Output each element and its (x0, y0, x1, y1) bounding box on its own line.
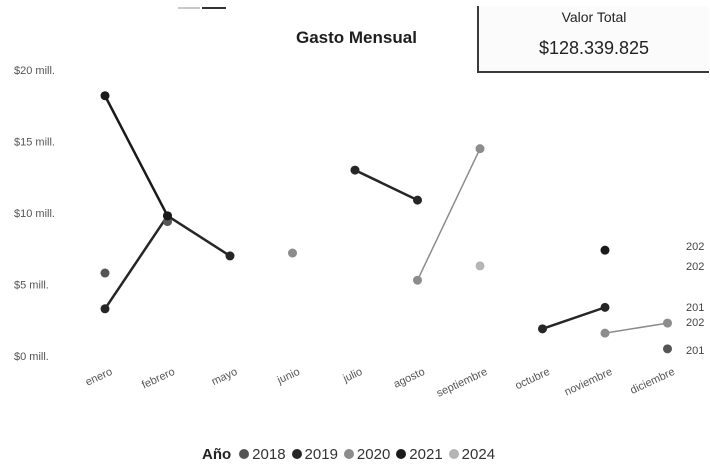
series-line-2019 (166, 214, 232, 258)
series-line-2020 (604, 322, 669, 334)
data-point-2021 (163, 211, 172, 221)
legend-item-2024[interactable]: 2024 (448, 445, 496, 463)
data-point-2021 (600, 245, 610, 255)
data-point-2021 (100, 91, 110, 101)
data-point-2018 (663, 344, 672, 354)
chart-title: Gasto Mensual (296, 28, 417, 47)
data-point-2019 (600, 302, 610, 312)
x-tick-label: mayo (210, 366, 239, 388)
data-point-2020 (600, 328, 610, 338)
tab-indicator[interactable] (178, 7, 226, 10)
legend-title: Año (202, 445, 232, 463)
legend-label: 2019 (304, 445, 338, 463)
legend-dot (343, 449, 354, 459)
legend-items: 2018 2019 2020 2021 2024 (239, 446, 501, 463)
data-point-2020 (475, 144, 485, 154)
data-point-2020 (413, 275, 422, 285)
x-tick-label: octubre (513, 366, 551, 392)
legend-dot (291, 449, 302, 459)
legend-dot (396, 449, 407, 459)
legend-item-2020[interactable]: 2020 (343, 445, 391, 463)
tab-indicator-active (202, 7, 226, 9)
data-point-2024 (475, 261, 485, 271)
data-point-2019 (100, 304, 110, 314)
x-tick-label: enero (84, 366, 115, 389)
y-tick-label: $5 mill. (14, 280, 49, 292)
legend-dot (239, 449, 250, 459)
chart-legend: Año 2018 2019 2020 2021 2024 (202, 444, 501, 464)
series-line-2019 (353, 168, 419, 202)
x-tick-label: julio (341, 366, 365, 386)
legend-dot (448, 449, 459, 459)
data-point-2018 (100, 268, 110, 278)
y-tick-label: $0 mill. (14, 351, 49, 363)
legend-label: 2021 (409, 445, 443, 463)
data-point-2019 (538, 324, 547, 334)
tab-indicator-inactive (178, 7, 200, 9)
x-tick-label: agosto (392, 366, 427, 391)
legend-item-2018[interactable]: 2018 (239, 445, 286, 463)
data-point-2019 (225, 251, 235, 261)
data-point-2019 (413, 195, 422, 205)
series-end-label: 202 (686, 241, 704, 253)
series-end-label: 201 (686, 302, 704, 314)
kpi-value: $128.339.825 (538, 38, 650, 58)
legend-item-2019[interactable]: 2019 (291, 445, 338, 463)
x-tick-label: junio (275, 366, 302, 387)
data-point-2020 (288, 248, 297, 258)
x-tick-label: noviembre (563, 366, 615, 399)
legend-label: 2018 (252, 445, 286, 463)
series-end-label: 202 (686, 261, 704, 273)
legend-label: 2024 (461, 445, 496, 463)
legend-item-2021[interactable]: 2021 (396, 445, 443, 463)
series-line-2021 (103, 94, 169, 218)
kpi-card[interactable]: Valor Total $128.339.825 (477, 6, 709, 73)
series-line-2019 (103, 214, 169, 311)
series-line-2019 (541, 306, 607, 331)
legend-label: 2020 (356, 445, 391, 463)
x-tick-label: septiembre (435, 366, 489, 400)
series-line-2020 (416, 147, 481, 281)
series-end-label: 201 (686, 345, 704, 357)
series-end-label: 202 (686, 317, 704, 329)
y-tick-label: $20 mill. (14, 65, 55, 77)
data-point-2020 (663, 318, 672, 328)
data-point-2019 (350, 165, 360, 175)
y-tick-label: $10 mill. (14, 208, 55, 220)
kpi-label: Valor Total (561, 9, 627, 25)
x-tick-label: diciembre (628, 366, 676, 397)
y-tick-label: $15 mill. (14, 137, 55, 149)
x-tick-label: febrero (140, 366, 177, 392)
